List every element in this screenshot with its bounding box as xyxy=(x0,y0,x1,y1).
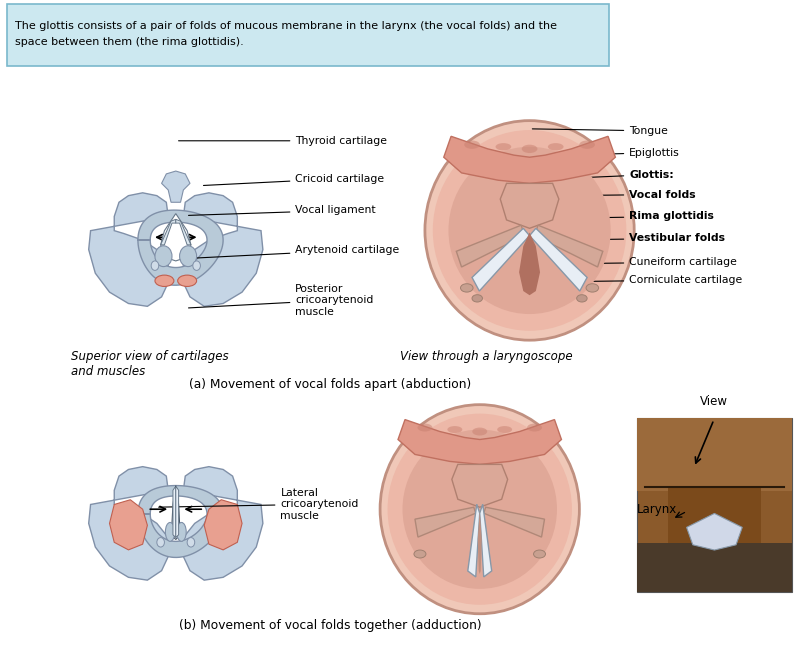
Text: Tongue: Tongue xyxy=(533,126,668,136)
Ellipse shape xyxy=(155,275,174,286)
Ellipse shape xyxy=(414,550,426,558)
Text: Corniculate cartilage: Corniculate cartilage xyxy=(522,275,742,285)
Ellipse shape xyxy=(177,522,186,541)
Text: Rima glottidis: Rima glottidis xyxy=(552,211,714,222)
Ellipse shape xyxy=(472,428,487,435)
Polygon shape xyxy=(89,467,168,580)
Ellipse shape xyxy=(495,143,512,150)
Ellipse shape xyxy=(155,246,172,266)
Text: Thyroid cartilage: Thyroid cartilage xyxy=(178,136,387,146)
Ellipse shape xyxy=(417,424,433,432)
Ellipse shape xyxy=(548,143,563,150)
Polygon shape xyxy=(176,487,178,538)
Text: Superior view of cartilages
and muscles: Superior view of cartilages and muscles xyxy=(71,350,228,378)
Polygon shape xyxy=(172,485,180,540)
Polygon shape xyxy=(415,507,476,537)
Polygon shape xyxy=(138,485,223,557)
Ellipse shape xyxy=(527,424,542,432)
Polygon shape xyxy=(483,507,545,537)
Ellipse shape xyxy=(165,522,175,541)
Ellipse shape xyxy=(579,141,595,149)
Text: space between them (the rima glottidis).: space between them (the rima glottidis). xyxy=(15,37,244,47)
Ellipse shape xyxy=(180,246,197,266)
Polygon shape xyxy=(204,500,242,550)
Text: Larynx: Larynx xyxy=(638,503,677,516)
Ellipse shape xyxy=(178,275,197,286)
Polygon shape xyxy=(479,504,491,577)
Polygon shape xyxy=(398,420,562,465)
Ellipse shape xyxy=(464,141,480,149)
Ellipse shape xyxy=(157,538,165,547)
Ellipse shape xyxy=(577,295,587,302)
Polygon shape xyxy=(161,214,191,261)
Polygon shape xyxy=(456,225,525,267)
Polygon shape xyxy=(500,183,559,228)
Polygon shape xyxy=(183,467,263,580)
Ellipse shape xyxy=(425,121,634,340)
Text: Vestibular folds: Vestibular folds xyxy=(541,233,725,244)
Text: Epiglottis: Epiglottis xyxy=(547,148,680,157)
Text: Posterior
cricoarytenoid
muscle: Posterior cricoarytenoid muscle xyxy=(189,284,374,317)
Text: The glottis consists of a pair of folds of mucous membrane in the larynx (the vo: The glottis consists of a pair of folds … xyxy=(15,21,558,31)
Text: Cuneiform cartilage: Cuneiform cartilage xyxy=(527,257,737,267)
Ellipse shape xyxy=(533,550,546,558)
Ellipse shape xyxy=(433,130,626,330)
Text: Glottis:: Glottis: xyxy=(562,170,674,179)
Polygon shape xyxy=(176,219,191,245)
Polygon shape xyxy=(89,193,168,307)
FancyBboxPatch shape xyxy=(638,417,792,592)
Polygon shape xyxy=(110,500,148,550)
Text: Cricoid cartilage: Cricoid cartilage xyxy=(203,174,384,185)
Polygon shape xyxy=(161,219,176,245)
Polygon shape xyxy=(478,511,482,574)
Polygon shape xyxy=(468,504,479,577)
FancyBboxPatch shape xyxy=(638,543,792,592)
Ellipse shape xyxy=(449,146,611,314)
Polygon shape xyxy=(183,193,263,307)
Polygon shape xyxy=(529,228,587,291)
Text: Lateral
cricoarytenoid
muscle: Lateral cricoarytenoid muscle xyxy=(159,488,359,521)
Text: Vocal folds: Vocal folds xyxy=(572,190,696,200)
Text: Arytenoid cartilage: Arytenoid cartilage xyxy=(194,246,399,258)
FancyBboxPatch shape xyxy=(638,417,792,491)
Ellipse shape xyxy=(521,145,537,153)
FancyBboxPatch shape xyxy=(7,5,609,66)
Ellipse shape xyxy=(403,430,557,589)
Polygon shape xyxy=(535,225,603,267)
Polygon shape xyxy=(452,465,508,507)
Ellipse shape xyxy=(461,284,473,292)
Ellipse shape xyxy=(387,413,572,605)
Ellipse shape xyxy=(447,426,462,433)
Polygon shape xyxy=(472,228,529,291)
FancyBboxPatch shape xyxy=(668,487,761,592)
Text: View through a laryngoscope: View through a laryngoscope xyxy=(400,350,573,363)
Polygon shape xyxy=(138,210,223,285)
Polygon shape xyxy=(161,171,190,202)
Polygon shape xyxy=(687,513,742,550)
Polygon shape xyxy=(444,136,616,183)
Ellipse shape xyxy=(497,426,512,433)
Text: (a) Movement of vocal folds apart (abduction): (a) Movement of vocal folds apart (abduc… xyxy=(189,378,471,391)
Text: Vocal ligament: Vocal ligament xyxy=(189,205,376,216)
Ellipse shape xyxy=(380,404,579,614)
Ellipse shape xyxy=(151,261,159,270)
Ellipse shape xyxy=(586,284,599,292)
Text: (b) Movement of vocal folds together (adduction): (b) Movement of vocal folds together (ad… xyxy=(179,619,482,632)
Ellipse shape xyxy=(472,295,483,302)
Ellipse shape xyxy=(187,538,194,547)
Text: View: View xyxy=(700,395,728,408)
Polygon shape xyxy=(173,487,176,538)
Ellipse shape xyxy=(193,261,200,270)
Polygon shape xyxy=(519,233,540,295)
